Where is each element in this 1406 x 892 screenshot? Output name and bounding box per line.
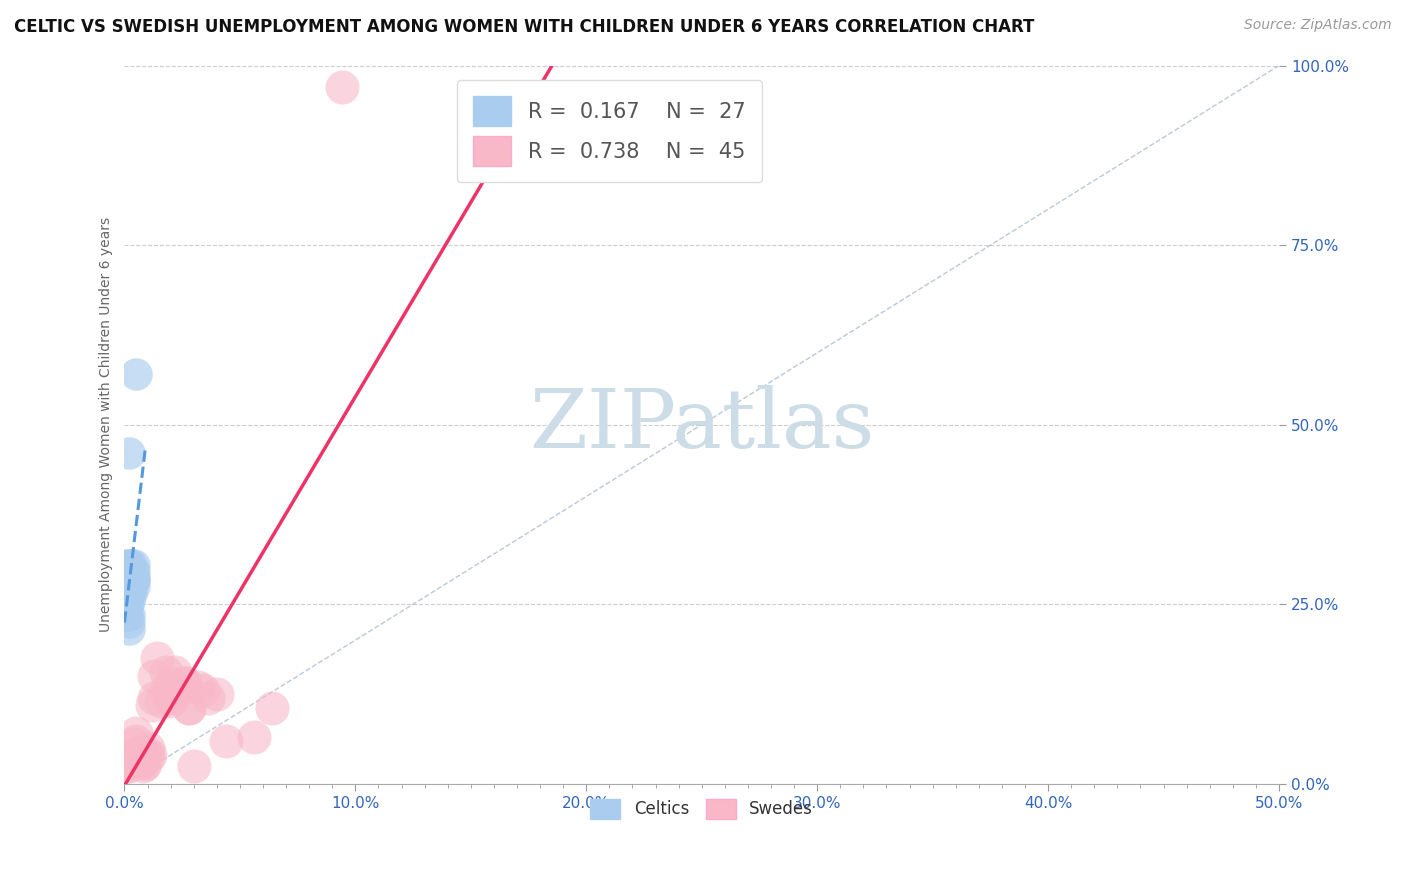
Point [120,586,142,600]
Point [125,368,148,382]
Point [143,669,166,683]
Point [129,755,152,769]
Point [120,747,142,762]
Point [115,600,138,615]
Point [118,758,141,772]
Point [115,607,138,622]
Point [115,758,138,772]
Point [115,558,138,572]
Point [173,676,195,690]
Legend: Celtics, Swedes: Celtics, Swedes [583,792,820,826]
Point [118,572,141,586]
Point [155,665,177,680]
Point [242,730,264,744]
Point [141,698,163,712]
Point [118,558,141,572]
Point [115,579,138,593]
Point [132,751,155,765]
Point [205,687,228,701]
Point [330,80,353,95]
Point [122,565,145,579]
Point [134,747,156,762]
Point [120,572,142,586]
Point [125,726,148,740]
Point [115,593,138,607]
Point [262,701,284,715]
Point [127,747,149,762]
Point [118,755,141,769]
Point [127,751,149,765]
Point [127,747,149,762]
Point [122,558,145,572]
Point [115,593,138,607]
Point [183,758,205,772]
Point [150,694,173,708]
Point [159,676,181,690]
Point [118,593,141,607]
Point [122,572,145,586]
Point [197,690,219,705]
Point [120,579,142,593]
Point [165,665,187,680]
Point [122,572,145,586]
Point [120,558,142,572]
Point [118,586,141,600]
Point [159,690,181,705]
Point [129,744,152,758]
Point [118,623,141,637]
Point [136,749,159,764]
Point [134,756,156,771]
Point [136,740,159,755]
Point [159,694,181,708]
Point [173,676,195,690]
Text: ZIPatlas: ZIPatlas [529,384,875,465]
Point [120,572,142,586]
Point [125,733,148,747]
Point [143,690,166,705]
Point [191,683,214,698]
Text: Source: ZipAtlas.com: Source: ZipAtlas.com [1244,18,1392,32]
Text: CELTIC VS SWEDISH UNEMPLOYMENT AMONG WOMEN WITH CHILDREN UNDER 6 YEARS CORRELATI: CELTIC VS SWEDISH UNEMPLOYMENT AMONG WOM… [14,18,1035,36]
Point [139,747,162,762]
Point [118,446,141,460]
Point [118,607,141,622]
Point [179,701,201,715]
Point [179,701,201,715]
Point [169,683,191,698]
Point [146,651,169,665]
Point [215,733,238,747]
Point [187,680,209,694]
Point [118,615,141,629]
Point [132,758,155,772]
Point [122,579,145,593]
Point [122,737,145,751]
Point [132,755,155,769]
Point [118,579,141,593]
Point [155,683,177,698]
Y-axis label: Unemployment Among Women with Children Under 6 years: Unemployment Among Women with Children U… [100,217,114,632]
Point [115,572,138,586]
